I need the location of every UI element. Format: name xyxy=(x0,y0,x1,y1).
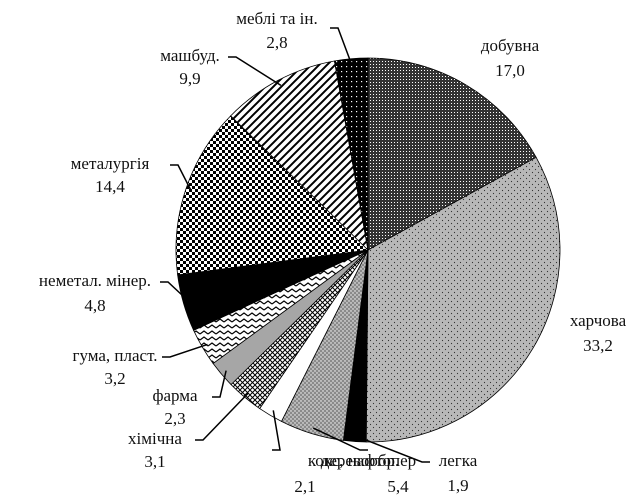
slice-label: металургія xyxy=(71,154,150,173)
value-label: 2,1 xyxy=(294,477,315,496)
value-label: 5,4 xyxy=(387,477,409,496)
slice-label: харчова xyxy=(570,311,627,330)
value-label: 9,9 xyxy=(179,69,200,88)
slice-label: фарма xyxy=(153,386,198,405)
leader-line xyxy=(354,435,430,463)
value-label: 17,0 xyxy=(495,61,525,80)
slice-label: деревообр. xyxy=(321,451,400,470)
pie-slice xyxy=(175,115,369,276)
slice-label: легка xyxy=(439,451,478,470)
value-label: 2,8 xyxy=(266,33,287,52)
slice-label: меблі та ін. xyxy=(236,9,318,28)
value-label: 33,2 xyxy=(583,336,613,355)
value-label: 3,2 xyxy=(104,369,125,388)
value-label: 2,3 xyxy=(164,409,185,428)
slice-label: добувна xyxy=(481,36,540,55)
pie-slice xyxy=(333,57,369,251)
leader-line xyxy=(162,343,208,358)
leader-line xyxy=(228,56,282,86)
leader-line xyxy=(195,392,250,441)
slice-label: неметал. мінер. xyxy=(39,271,151,290)
pie-slice xyxy=(230,60,369,252)
slice-label: машбуд. xyxy=(160,46,220,65)
leader-line xyxy=(312,427,368,451)
value-label: 14,4 xyxy=(95,177,125,196)
slice-label: хімічна xyxy=(128,429,182,448)
value-label: 1,9 xyxy=(447,476,468,495)
value-label: 3,1 xyxy=(144,452,165,471)
leader-line xyxy=(170,164,192,192)
slice-label: гума, пласт. xyxy=(72,346,157,365)
value-label: 4,8 xyxy=(84,296,105,315)
leader-line xyxy=(160,281,190,303)
pie-slice xyxy=(367,57,537,251)
leader-line xyxy=(212,370,227,398)
pie-slice xyxy=(365,156,561,443)
leader-line xyxy=(272,410,281,451)
leader-line xyxy=(330,27,353,65)
slice-label: кокс, нафтопер xyxy=(308,451,416,470)
